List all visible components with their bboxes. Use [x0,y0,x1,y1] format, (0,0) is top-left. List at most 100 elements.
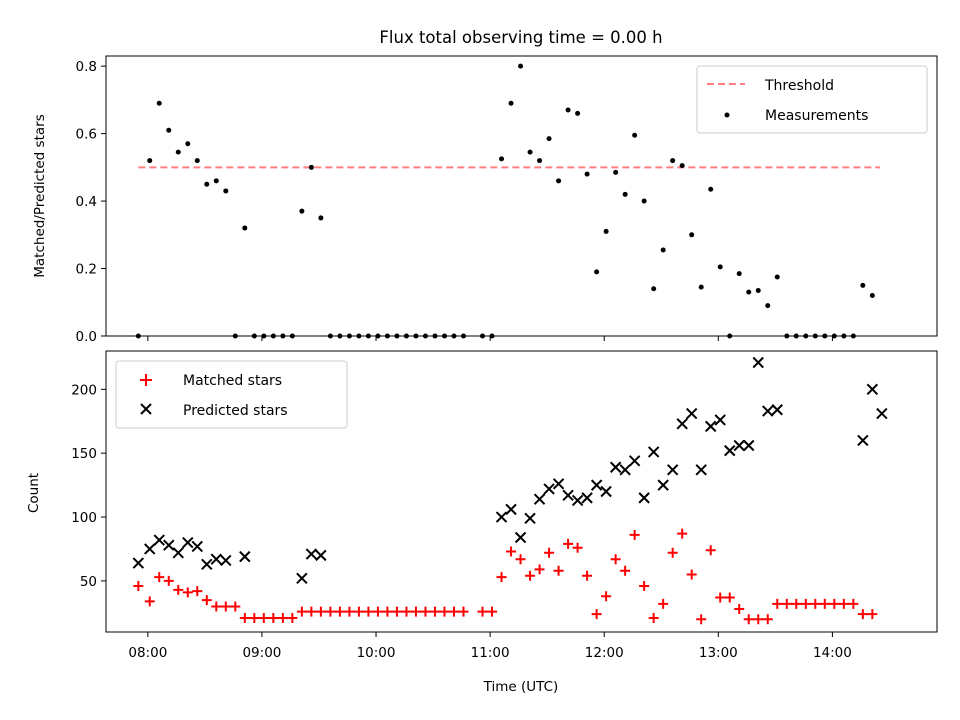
measurement-point [422,333,428,339]
matched-star-marker [182,587,193,598]
measurement-point [480,333,486,339]
count-legend-predicted-label: Predicted stars [183,403,288,419]
predicted-star-marker [619,464,631,476]
measurement-point [242,225,248,231]
matched-star-marker [306,606,317,617]
matched-star-marker [582,570,593,581]
measurement-point [622,191,628,197]
measurement-point [841,333,847,339]
matched-star-marker [857,609,868,620]
measurement-point [746,289,752,295]
matched-star-marker [525,570,536,581]
predicted-star-marker [220,554,232,567]
predicted-star-marker [695,464,707,476]
count-legend: Matched stars Predicted stars [115,360,348,429]
matched-star-marker [277,612,288,623]
measurement-point [318,215,324,221]
measurement-point [413,333,419,339]
ratio-y-tick-label: 0.2 [76,262,97,278]
measurement-point [850,333,856,339]
predicted-star-marker [590,479,603,491]
matched-star-marker [667,547,678,558]
matched-star-marker [287,612,298,623]
predicted-star-marker [239,550,251,563]
matched-star-marker [258,612,269,623]
matched-star-marker [591,609,602,620]
predicted-star-marker [752,356,764,369]
ratio-yticks-layer: 0.0 0.2 0.4 0.6 0.8 [76,59,106,345]
matched-star-marker [363,606,374,617]
measurement-point [869,293,875,299]
matched-star-marker [696,614,707,625]
ratio-legend-threshold-label: Threshold [764,78,834,94]
matched-star-marker [154,572,165,583]
matched-star-marker [133,581,144,592]
measurement-point [194,158,200,164]
matched-star-marker [639,581,650,592]
matched-star-marker [192,586,203,597]
matched-star-marker [724,592,735,603]
matched-star-marker [810,598,821,609]
measurement-point [736,271,742,277]
measurement-point [223,188,229,194]
matched-star-marker [734,604,745,615]
ratio-legend-measurements-label: Measurements [765,108,868,124]
matched-star-marker [487,606,498,617]
measurement-point [270,333,276,339]
predicted-star-marker [676,418,688,430]
measurement-point [327,333,333,339]
predicted-star-marker [182,536,194,549]
measurement-point [689,232,695,238]
measurement-point [346,333,352,339]
ratio-legend-box [696,65,928,134]
measurement-point [489,333,495,339]
predicted-star-marker [571,494,584,507]
ratio-y-tick-label: 0.6 [76,127,97,143]
ratio-panel: 0.00.20.40.60.8 Matched/Predicted stars … [32,55,938,345]
matched-star-marker [268,612,279,623]
measurement-point [594,269,600,275]
measurement-point [251,333,257,339]
predicted-star-marker [647,446,660,458]
measurement-point [698,284,704,290]
matched-star-marker [572,542,583,553]
predicted-star-marker [714,414,726,426]
measurement-point [403,333,409,339]
ratio-y-axis-label: Matched/Predicted stars [32,114,48,277]
predicted-star-marker [876,407,888,420]
matched-star-marker [838,598,849,609]
matched-star-marker [315,606,326,617]
measurement-point [375,333,381,339]
measurement-point [394,333,400,339]
measurement-point [812,333,818,339]
measurement-point [556,178,562,184]
measurement-point [584,171,590,177]
matched-star-marker [220,601,231,612]
predicted-star-marker [666,464,679,476]
measurement-point [432,333,438,339]
matched-star-marker [848,598,859,609]
matched-star-marker [705,545,716,556]
predicted-star-marker [866,383,879,396]
ratio-y-tick-label: 0.8 [76,59,97,75]
measurement-point [384,333,390,339]
count-xticks-layer: 08:00 09:00 10:00 11:00 12:00 13:00 14:00 [128,632,852,661]
matched-star-marker [791,598,802,609]
predicted-star-marker [581,492,593,504]
count-predicted-layer [132,356,888,585]
count-x-tick-label: 13:00 [699,645,738,661]
predicted-star-marker [705,420,717,433]
measurement-point [765,303,771,309]
predicted-star-marker [638,492,650,504]
matched-star-marker [173,584,184,595]
predicted-star-marker [533,493,546,505]
matched-star-marker [658,598,669,609]
count-x-tick-label: 10:00 [357,645,396,661]
measurement-point [451,333,457,339]
count-y-tick-label: 50 [80,574,97,590]
matched-star-marker [563,538,574,549]
measurement-point [660,247,666,253]
matched-star-marker [163,575,174,586]
measurement-point [537,158,543,164]
